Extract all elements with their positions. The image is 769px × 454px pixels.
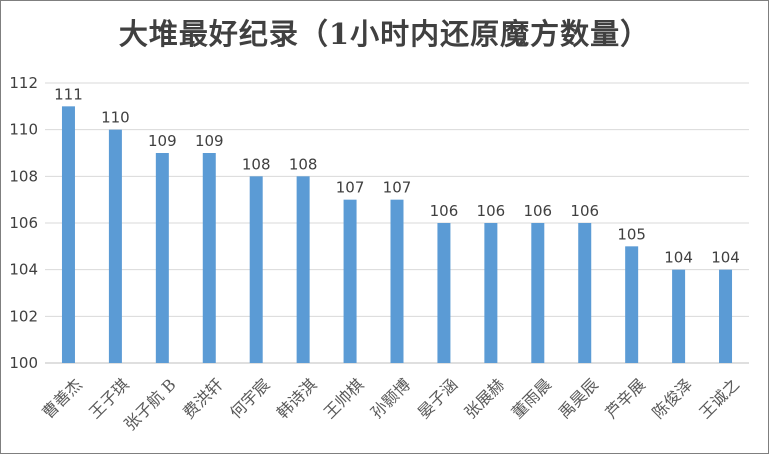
data-label: 108: [242, 155, 271, 173]
category-label: 陈俊泽: [649, 375, 696, 422]
data-labels: 111 110 109 109 108 108 107 107 106 106 106 106 105 1…: [54, 85, 740, 266]
y-tick-label: 102: [9, 307, 38, 325]
bar: [719, 269, 733, 363]
bar: [108, 129, 122, 363]
category-label: 王帅棋: [320, 375, 367, 422]
data-label: 110: [101, 109, 130, 127]
data-label: 109: [148, 132, 177, 150]
category-label: 何宇宸: [226, 375, 273, 422]
bar: [155, 153, 169, 363]
bars: [61, 106, 733, 363]
bar: [202, 153, 216, 363]
category-label: 张子航 B: [120, 375, 179, 434]
category-label: 费洪轩: [179, 375, 226, 422]
bar: [531, 223, 545, 363]
bar: [61, 106, 75, 363]
data-label: 106: [570, 202, 599, 220]
data-label: 104: [711, 249, 740, 267]
bar: [296, 176, 310, 363]
data-label: 105: [617, 225, 646, 243]
category-label: 孙颢博: [367, 375, 414, 422]
bar: [672, 269, 686, 363]
y-tick-label: 104: [9, 261, 38, 279]
bar: [578, 223, 592, 363]
data-label: 107: [336, 179, 365, 197]
bar: [437, 223, 451, 363]
data-label: 111: [54, 85, 83, 103]
chart-title: 大堆最好纪录（1小时内还原魔方数量）: [118, 17, 651, 51]
category-label: 王诚之: [695, 375, 742, 422]
y-tick-label: 108: [9, 167, 38, 185]
bar: [343, 199, 357, 363]
category-label: 曹善杰: [38, 375, 85, 422]
y-tick-label: 110: [9, 121, 38, 139]
bar: [390, 199, 404, 363]
bar: [625, 246, 639, 363]
data-label: 109: [195, 132, 224, 150]
category-label: 芦辛展: [602, 375, 649, 422]
category-label: 张展赫: [461, 375, 508, 422]
data-label: 106: [523, 202, 552, 220]
data-label: 106: [477, 202, 506, 220]
category-label: 禹昊辰: [555, 375, 602, 422]
y-axis-ticks: 100 102 104 106 108 110 112: [9, 74, 38, 372]
bar: [484, 223, 498, 363]
data-label: 107: [383, 179, 412, 197]
category-label: 晏子涵: [414, 375, 461, 422]
data-label: 108: [289, 155, 318, 173]
category-label: 韩诗淇: [273, 375, 320, 422]
y-tick-label: 106: [9, 214, 38, 232]
bar: [249, 176, 263, 363]
y-tick-label: 100: [9, 354, 38, 372]
category-label: 董雨晨: [508, 375, 555, 422]
data-label: 106: [430, 202, 459, 220]
data-label: 104: [664, 249, 693, 267]
y-tick-label: 112: [9, 74, 38, 92]
